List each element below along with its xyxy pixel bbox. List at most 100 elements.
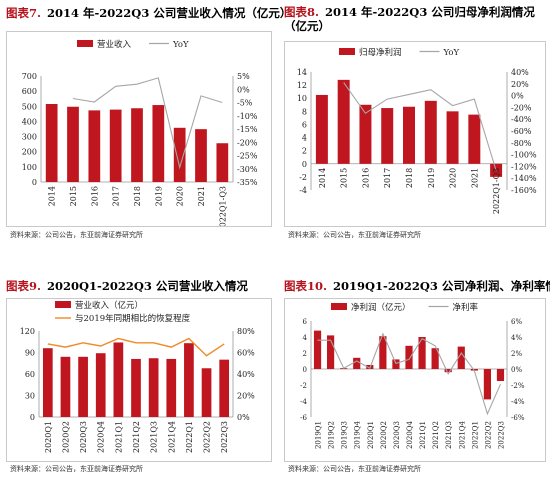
- y-tick-label: 90: [25, 349, 35, 358]
- bar: [216, 143, 229, 182]
- x-tick-label: 2021Q4: [167, 421, 176, 453]
- chart-title: 图表10. 2019Q1-2022Q3 公司净利润、净利率情况: [284, 278, 550, 294]
- x-tick-label: 2019Q3: [341, 421, 349, 449]
- y2-tick-label: -35%: [237, 178, 258, 187]
- chart-title: 图表8. 2014 年-2022Q3 公司归母净利润情况（亿元）: [284, 5, 546, 33]
- x-tick-label: 2017: [112, 186, 121, 206]
- x-tick-label: 2020Q4: [406, 420, 414, 449]
- x-tick-label: 2021Q1: [114, 421, 123, 453]
- x-tick-label: 2021Q3: [445, 421, 453, 449]
- y2-tick-label: 0%: [511, 92, 524, 101]
- y-tick-label: 0: [30, 413, 35, 422]
- bar: [392, 359, 400, 369]
- x-tick-label: 2020Q1: [44, 421, 53, 453]
- legend-swatch-bar: [339, 48, 355, 55]
- bar: [496, 369, 505, 381]
- x-tick-label: 2021Q2: [132, 421, 141, 453]
- bar: [219, 359, 230, 417]
- x-tick-label: 2019: [154, 186, 163, 206]
- y2-tick-label: 20%: [511, 80, 529, 89]
- y-tick-label: -2: [299, 173, 307, 182]
- x-tick-label: 2021Q2: [432, 421, 440, 449]
- bar: [88, 110, 101, 182]
- y-tick-label: 0: [303, 366, 307, 374]
- bar: [457, 346, 465, 369]
- y2-tick-label: -5%: [237, 99, 253, 108]
- y2-tick-label: 0%: [237, 85, 250, 94]
- bar: [173, 127, 186, 182]
- y-tick-label: 400: [22, 117, 37, 126]
- y-tick-label: 10: [297, 94, 307, 103]
- y2-tick-label: 20%: [237, 392, 255, 401]
- figure-number: 图表8.: [284, 5, 320, 19]
- bar: [67, 106, 79, 182]
- bar: [379, 336, 387, 369]
- x-tick-label: 2022Q1: [185, 421, 194, 453]
- x-tick-label: 2020Q4: [97, 421, 106, 453]
- y2-tick-label: -140%: [511, 174, 537, 183]
- legend-label: 归母净利润: [359, 47, 402, 58]
- y-tick-label: 6: [303, 318, 308, 326]
- series-line: [343, 82, 497, 171]
- bar: [148, 358, 159, 417]
- bar: [424, 100, 437, 164]
- figure-title: 2014 年-2022Q3 公司营业收入情况（亿元）: [47, 6, 292, 20]
- bar: [109, 109, 122, 182]
- y2-tick-label: 5%: [237, 72, 250, 81]
- y2-tick-label: -30%: [237, 165, 258, 174]
- source-note: 资料来源：公司公告，东亚前海证券研究所: [288, 231, 421, 239]
- figure-title: 2014 年-2022Q3 公司归母净利润情况（亿元）: [284, 5, 535, 33]
- y-tick-label: 500: [22, 102, 37, 111]
- legend-label: 净利润（亿元）: [351, 302, 411, 313]
- bar: [403, 106, 415, 164]
- y2-tick-label: -20%: [237, 138, 258, 147]
- y-tick-label: -4: [300, 398, 307, 406]
- series-line: [47, 337, 225, 357]
- bar: [483, 369, 491, 400]
- y-tick-label: 100: [22, 163, 37, 172]
- bar: [381, 108, 394, 164]
- y-tick-label: 120: [20, 327, 35, 336]
- y-tick-label: 4: [303, 334, 308, 342]
- chart-panel-netprofit-quarterly: 图表10. 2019Q1-2022Q3 公司净利润、净利率情况 -6 -4 -2 0 2 4…: [284, 278, 550, 476]
- x-tick-label: 2020Q1: [367, 421, 375, 449]
- figure-number: 图表9.: [6, 279, 42, 293]
- figure-title: 2019Q1-2022Q3 公司净利润、净利率情况: [333, 279, 550, 293]
- x-tick-label: 2021Q3: [150, 421, 159, 453]
- legend-label: 营业收入（亿元）: [75, 300, 143, 311]
- x-tick-label: 2019Q4: [354, 420, 362, 449]
- bar: [45, 104, 58, 182]
- x-tick-label: 2021Q4: [458, 420, 466, 449]
- chart-frame: 0 100 200 300 400 500 600 700 -35% -30% -25% -20% -1…: [6, 31, 272, 232]
- y-tick-label: 60: [25, 370, 35, 379]
- y-tick-label: -6: [300, 414, 307, 422]
- bar: [418, 337, 426, 369]
- y2-tick-label: 40%: [237, 370, 255, 379]
- y2-tick-label: 80%: [237, 327, 255, 336]
- y2-tick-label: 40%: [511, 68, 529, 77]
- chart-title: 图表9. 2020Q1-2022Q3 公司营业收入情况: [6, 278, 248, 294]
- legend-swatch-bar: [331, 303, 347, 310]
- x-tick-label: 2020: [176, 186, 185, 206]
- figure-number: 图表10.: [284, 279, 328, 293]
- chart-svg: -4 -2 0 2 4 6 8 10 12 14 -160% -140% -120% -100% -80% -…: [297, 47, 537, 214]
- chart-panel-netprofit-annual: 图表8. 2014 年-2022Q3 公司归母净利润情况（亿元） -4 -2 0 2 4 6…: [284, 5, 546, 240]
- series-line: [317, 332, 502, 416]
- x-tick-label: 2020Q3: [79, 421, 88, 453]
- y2-tick-label: -100%: [511, 151, 537, 160]
- bar: [359, 104, 372, 164]
- y-tick-label: 4: [302, 134, 307, 143]
- x-tick-label: 2019Q2: [328, 421, 336, 449]
- x-tick-label: 2020Q2: [61, 421, 70, 453]
- bar: [353, 357, 361, 369]
- x-tick-label: 2022Q2: [203, 421, 212, 453]
- x-tick-label: 2016: [90, 186, 99, 206]
- x-tick-label: 2022Q3: [220, 421, 229, 453]
- y-tick-label: 2: [302, 147, 307, 156]
- bar: [327, 335, 335, 369]
- bar: [446, 111, 459, 164]
- y-tick-label: 0: [32, 178, 37, 187]
- y-tick-label: 6: [302, 120, 307, 129]
- bar: [131, 108, 143, 182]
- y2-tick-label: -4%: [511, 398, 525, 406]
